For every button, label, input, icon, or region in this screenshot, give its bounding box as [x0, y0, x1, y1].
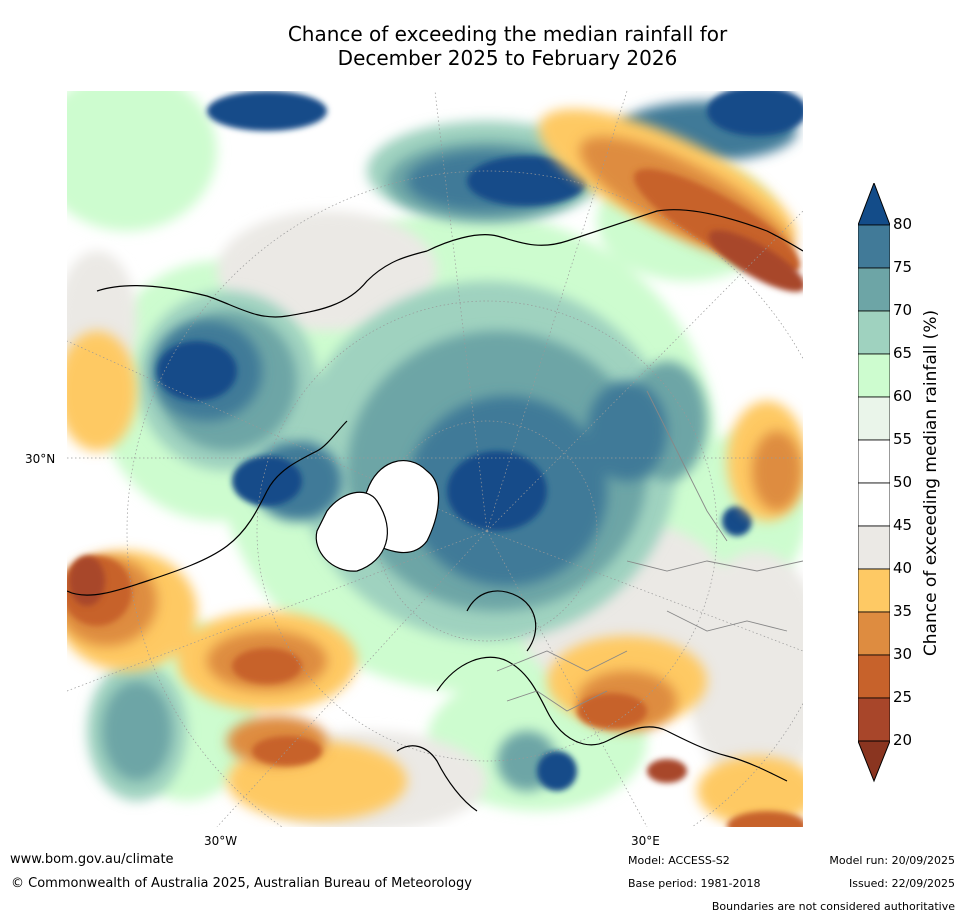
colorbar-tick-60: 60 [893, 387, 913, 405]
colorbar-tick-30: 30 [893, 645, 913, 663]
colorbar-tick-40: 40 [893, 559, 913, 577]
footer-copyright: © Commonwealth of Australia 2025, Austra… [11, 876, 472, 891]
colorbar-tick-80: 80 [893, 215, 913, 233]
footer-model: Model: ACCESS-S2 [628, 854, 730, 867]
latitude-label-30n: 30°N [25, 452, 56, 466]
colorbar-tick-55: 55 [893, 430, 913, 448]
country-borders [496, 390, 803, 712]
colorbar-extend-bottom [857, 740, 891, 783]
dark-blue-areas [157, 91, 803, 791]
colorbar-band-40-45 [857, 525, 891, 570]
footer-website: www.bom.gov.au/climate [10, 852, 174, 867]
colorbar-tick-20: 20 [893, 731, 913, 749]
colorbar-extend-top [857, 181, 891, 226]
colorbar-band-60-65 [857, 353, 891, 398]
colorbar-tick-50: 50 [893, 473, 913, 491]
footer-base-period: Base period: 1981-2018 [628, 877, 761, 890]
coastlines [67, 209, 803, 812]
colorbar-band-65-70 [857, 310, 891, 355]
brown-areas [69, 230, 803, 783]
longitude-label-30w: 30°W [204, 834, 238, 848]
footer-issued: Issued: 22/09/2025 [848, 877, 955, 890]
map-title-line-1: Chance of exceeding the median rainfall … [287, 22, 728, 46]
colorbar-band-30-35 [857, 611, 891, 656]
colorbar-band-55-60 [857, 396, 891, 441]
colorbar-tick-75: 75 [893, 258, 913, 276]
rainfall-outlook-map [67, 91, 803, 827]
colorbar-tick-25: 25 [893, 688, 913, 706]
colorbar [857, 181, 891, 783]
colorbar-tick-35: 35 [893, 602, 913, 620]
footer-disclaimer: Boundaries are not considered authoritat… [711, 900, 955, 913]
colorbar-band-45-50 [857, 482, 891, 527]
colorbar-tick-70: 70 [893, 301, 913, 319]
colorbar-band-25-30 [857, 654, 891, 699]
map-title: Chance of exceeding the median rainfall … [140, 22, 875, 70]
colorbar-band-35-40 [857, 568, 891, 613]
colorbar-tick-65: 65 [893, 344, 913, 362]
colorbar-band-50-55 [857, 439, 891, 484]
colorbar-tick-45: 45 [893, 516, 913, 534]
colorbar-label: Chance of exceeding median rainfall (%) [921, 309, 941, 657]
colorbar-band-20-25 [857, 697, 891, 742]
footer-model-run: Model run: 20/09/2025 [829, 854, 955, 867]
colorbar-band-75-80 [857, 224, 891, 269]
map-title-line-2: December 2025 to February 2026 [337, 46, 678, 70]
longitude-label-30e: 30°E [631, 834, 660, 848]
colorbar-band-70-75 [857, 267, 891, 312]
